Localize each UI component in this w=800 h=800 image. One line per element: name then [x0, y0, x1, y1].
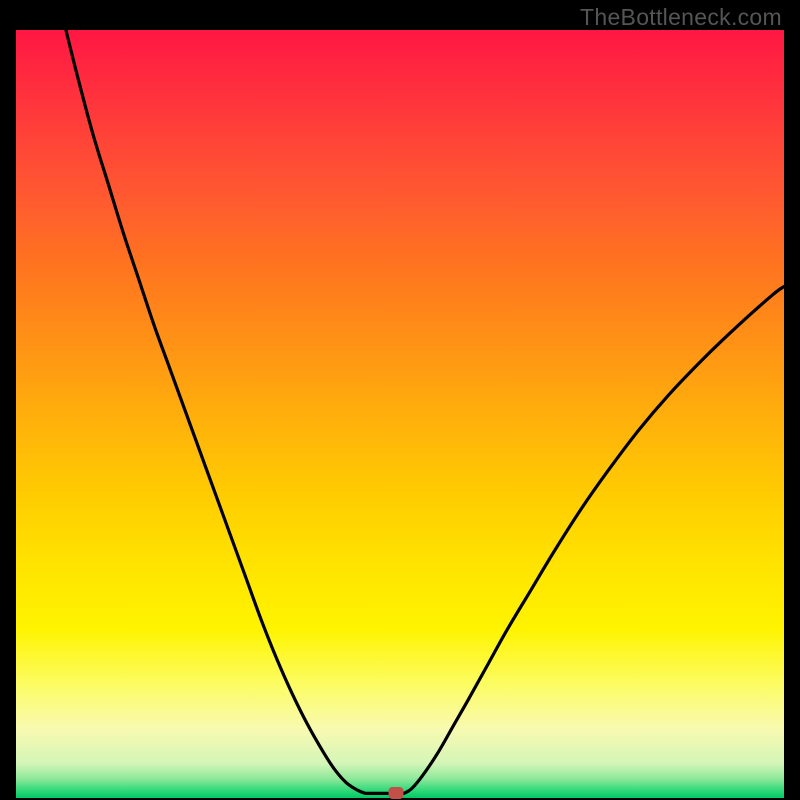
plot-area [16, 30, 784, 798]
optimum-marker [389, 787, 404, 799]
watermark-text: TheBottleneck.com [580, 4, 782, 31]
bottleneck-curve [16, 30, 784, 798]
